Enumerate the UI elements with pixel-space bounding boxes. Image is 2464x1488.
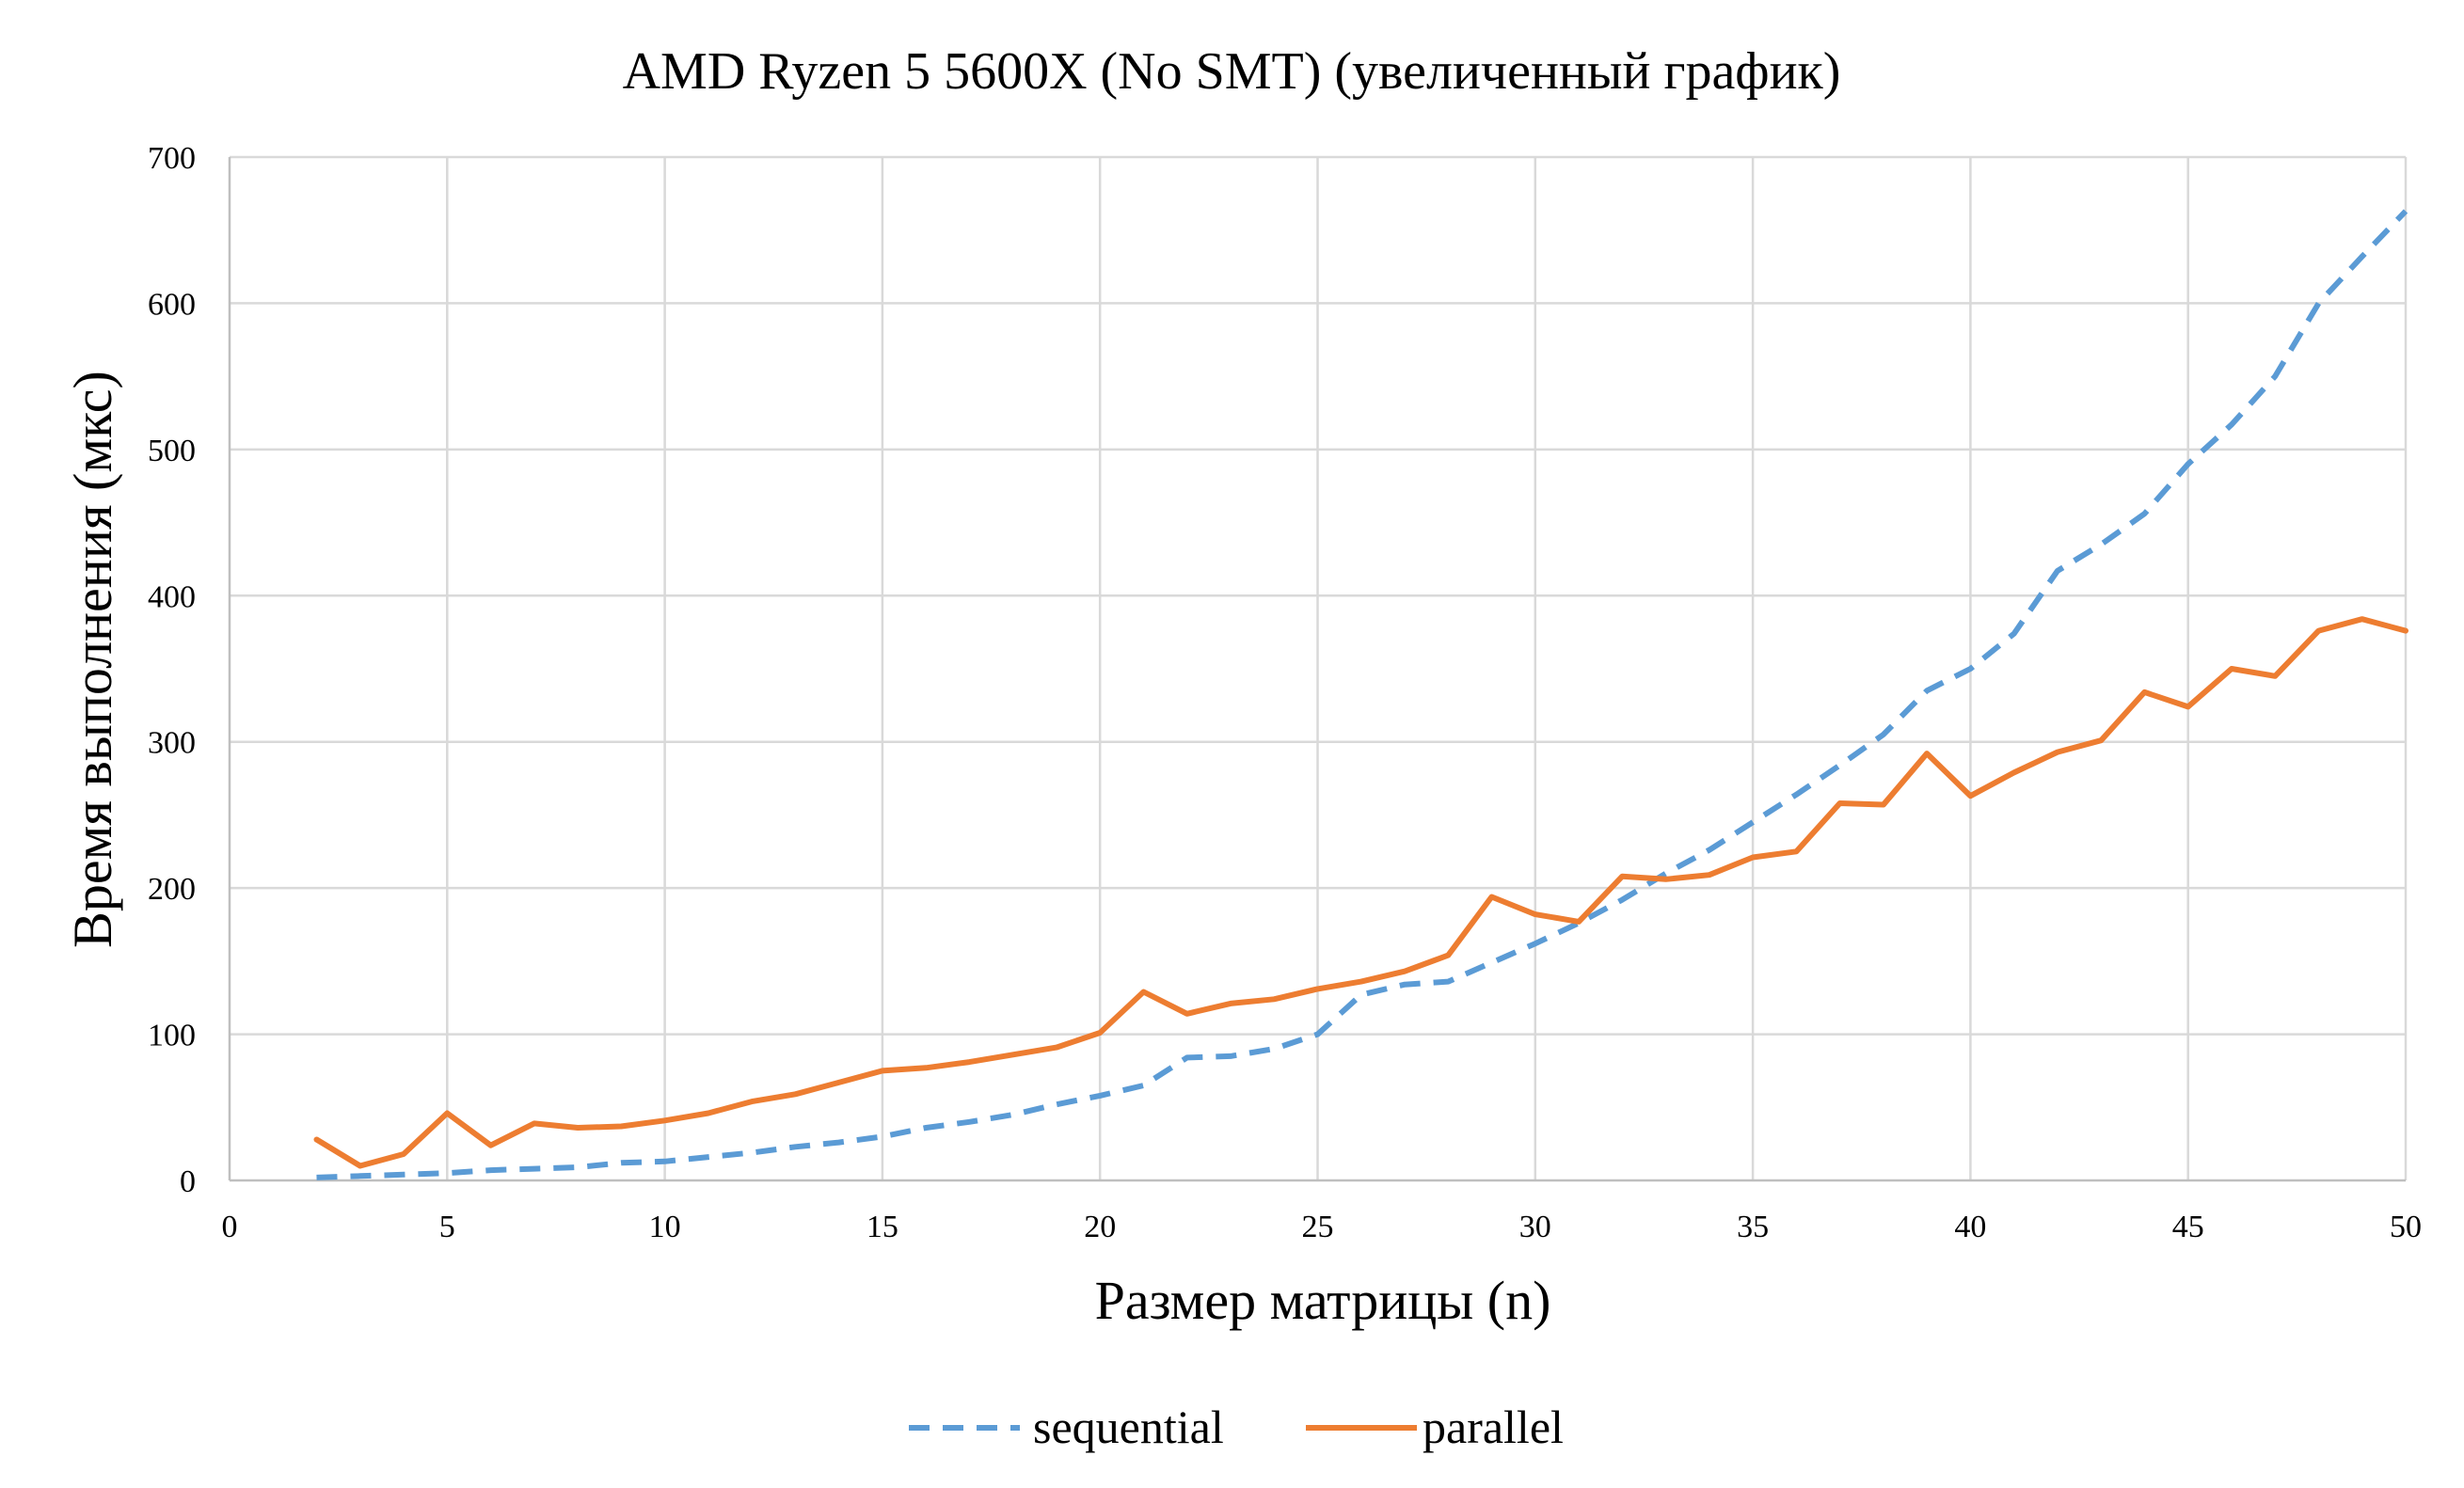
y-axis-title: Время выполнения (мкс) (62, 371, 123, 948)
x-tick-label: 30 (1519, 1210, 1551, 1244)
y-tick-label: 100 (148, 1019, 196, 1053)
chart-axes (228, 157, 2406, 1182)
x-tick-label: 50 (2390, 1210, 2422, 1244)
legend-label-parallel: parallel (1423, 1401, 1564, 1453)
chart-gridlines (230, 155, 2408, 1180)
y-tick-label: 300 (148, 726, 196, 761)
x-tick-label: 0 (222, 1210, 238, 1244)
chart-title: AMD Ryzen 5 5600X (No SMT) (увеличенный … (623, 42, 1841, 101)
y-axis-tick-labels: 0 100 200 300 400 500 600 700 (148, 141, 196, 1199)
y-tick-label: 600 (148, 287, 196, 322)
x-tick-label: 45 (2172, 1210, 2204, 1244)
series-line-parallel (313, 616, 2408, 1169)
x-axis-tick-labels: 0 5 10 15 20 25 30 35 40 45 50 (222, 1210, 2423, 1244)
chart-series (313, 209, 2408, 1180)
series-line-sequential (316, 209, 2408, 1180)
x-tick-label: 25 (1302, 1210, 1334, 1244)
x-axis-title: Размер матрицы (n) (1095, 1270, 1551, 1331)
chart-legend: sequential parallel (909, 1401, 1564, 1453)
x-tick-label: 40 (1954, 1210, 1986, 1244)
x-tick-label: 15 (866, 1210, 898, 1244)
x-tick-label: 10 (649, 1210, 681, 1244)
y-tick-label: 500 (148, 434, 196, 468)
x-tick-label: 35 (1737, 1210, 1769, 1244)
legend-label-sequential: sequential (1033, 1401, 1224, 1453)
y-tick-label: 700 (148, 141, 196, 176)
x-tick-label: 5 (439, 1210, 455, 1244)
y-tick-label: 400 (148, 579, 196, 614)
y-tick-label: 200 (148, 872, 196, 907)
y-tick-label: 0 (180, 1164, 196, 1199)
x-tick-label: 20 (1084, 1210, 1116, 1244)
